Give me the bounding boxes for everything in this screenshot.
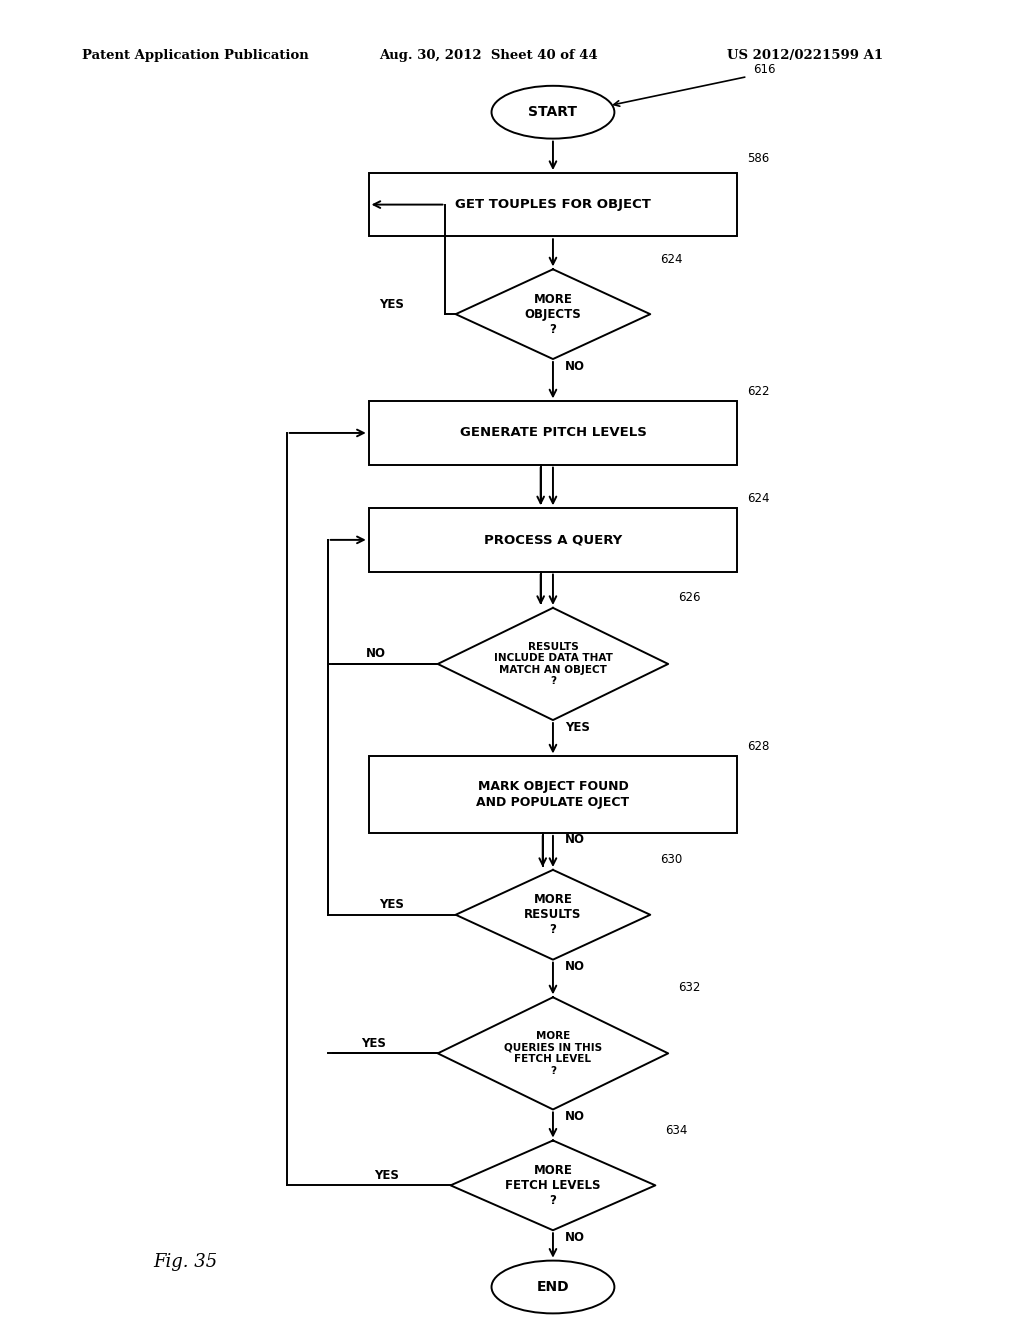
Text: RESULTS
INCLUDE DATA THAT
MATCH AN OBJECT
?: RESULTS INCLUDE DATA THAT MATCH AN OBJEC… (494, 642, 612, 686)
Text: PROCESS A QUERY: PROCESS A QUERY (483, 533, 623, 546)
Polygon shape (438, 998, 669, 1109)
Text: NO: NO (565, 359, 586, 372)
Text: MARK OBJECT FOUND
AND POPULATE OJECT: MARK OBJECT FOUND AND POPULATE OJECT (476, 780, 630, 809)
Text: 626: 626 (679, 591, 700, 605)
Text: YES: YES (379, 297, 403, 310)
Text: 622: 622 (748, 384, 770, 397)
Text: START: START (528, 106, 578, 119)
Text: YES: YES (374, 1168, 398, 1181)
Text: YES: YES (361, 1036, 386, 1049)
Text: NO: NO (565, 833, 586, 846)
Ellipse shape (492, 86, 614, 139)
Text: 628: 628 (748, 739, 770, 752)
Text: 624: 624 (660, 252, 683, 265)
Text: 634: 634 (666, 1123, 688, 1137)
Bar (369, 508, 737, 572)
Bar (369, 173, 737, 236)
Polygon shape (456, 870, 650, 960)
Text: 630: 630 (660, 853, 683, 866)
Text: MORE
OBJECTS
?: MORE OBJECTS ? (524, 293, 582, 335)
Text: NO: NO (367, 647, 386, 660)
Text: 632: 632 (679, 981, 700, 994)
Polygon shape (438, 607, 669, 721)
Text: 624: 624 (748, 491, 770, 504)
Text: MORE
RESULTS
?: MORE RESULTS ? (524, 894, 582, 936)
Bar (369, 401, 737, 465)
Polygon shape (451, 1140, 655, 1230)
Text: MORE
QUERIES IN THIS
FETCH LEVEL
?: MORE QUERIES IN THIS FETCH LEVEL ? (504, 1031, 602, 1076)
Text: MORE
FETCH LEVELS
?: MORE FETCH LEVELS ? (505, 1164, 601, 1206)
Text: YES: YES (565, 721, 590, 734)
Text: END: END (537, 1280, 569, 1294)
Text: GET TOUPLES FOR OBJECT: GET TOUPLES FOR OBJECT (455, 198, 651, 211)
Text: Aug. 30, 2012  Sheet 40 of 44: Aug. 30, 2012 Sheet 40 of 44 (379, 49, 598, 62)
Text: 586: 586 (748, 152, 770, 165)
Text: GENERATE PITCH LEVELS: GENERATE PITCH LEVELS (460, 426, 646, 440)
Text: Patent Application Publication: Patent Application Publication (82, 49, 308, 62)
Text: US 2012/0221599 A1: US 2012/0221599 A1 (727, 49, 883, 62)
Text: 616: 616 (753, 62, 775, 75)
Text: Fig. 35: Fig. 35 (154, 1253, 218, 1271)
Polygon shape (456, 269, 650, 359)
Bar (369, 756, 737, 833)
Ellipse shape (492, 1261, 614, 1313)
Text: NO: NO (565, 1110, 586, 1123)
Text: NO: NO (565, 960, 586, 973)
Text: NO: NO (565, 1230, 586, 1243)
Text: YES: YES (379, 898, 403, 911)
